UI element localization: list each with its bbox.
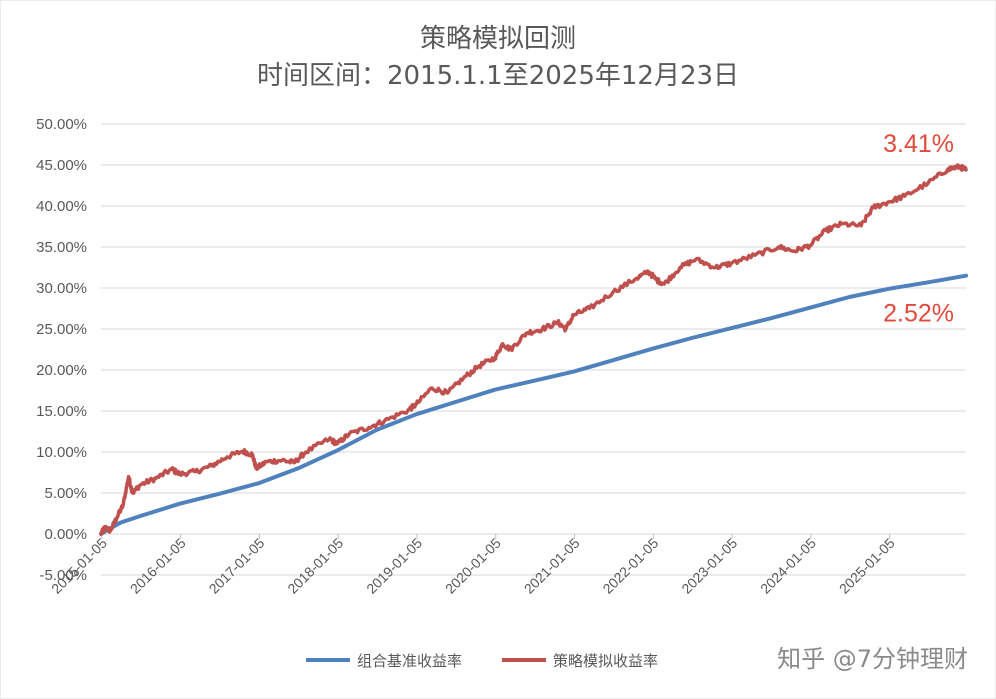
series-line-strategy [99, 163, 968, 536]
y-tick-label: 10.00% [36, 444, 87, 461]
y-tick-label: 0.00% [44, 526, 87, 543]
series-lines [99, 163, 968, 536]
annotations: 3.41% 2.52% [883, 130, 954, 328]
series-line-benchmark [99, 273, 968, 536]
y-tick-label: 30.00% [36, 280, 87, 297]
y-tick-label: 50.00% [36, 116, 87, 133]
legend-label-benchmark: 组合基准收益率 [357, 652, 462, 670]
y-tick-label: 20.00% [36, 362, 87, 379]
y-tick-label: 15.00% [36, 403, 87, 420]
y-tick-label: 5.00% [44, 485, 87, 502]
watermark: 知乎 @7分钟理财 [777, 645, 968, 673]
y-tick-label: 25.00% [36, 321, 87, 338]
y-tick-label: -5.00% [39, 567, 87, 584]
y-tick-label: 35.00% [36, 239, 87, 256]
gridlines [101, 123, 966, 576]
y-tick-label: 45.00% [36, 157, 87, 174]
legend: 组合基准收益率 策略模拟收益率 [306, 652, 658, 670]
chart-title: 策略模拟回测 [420, 24, 576, 54]
y-axis-tick-labels: -5.00% 0.00% 5.00% 10.00% 15.00% 20.00% 25.00%… [36, 116, 87, 584]
annotation-label: 2.52% [883, 300, 954, 328]
y-tick-label: 40.00% [36, 198, 87, 215]
chart-subtitle: 时间区间：2015.1.1至2025年12月23日 [257, 61, 739, 91]
legend-label-strategy: 策略模拟收益率 [553, 652, 658, 670]
annotation-label: 3.41% [883, 130, 954, 158]
